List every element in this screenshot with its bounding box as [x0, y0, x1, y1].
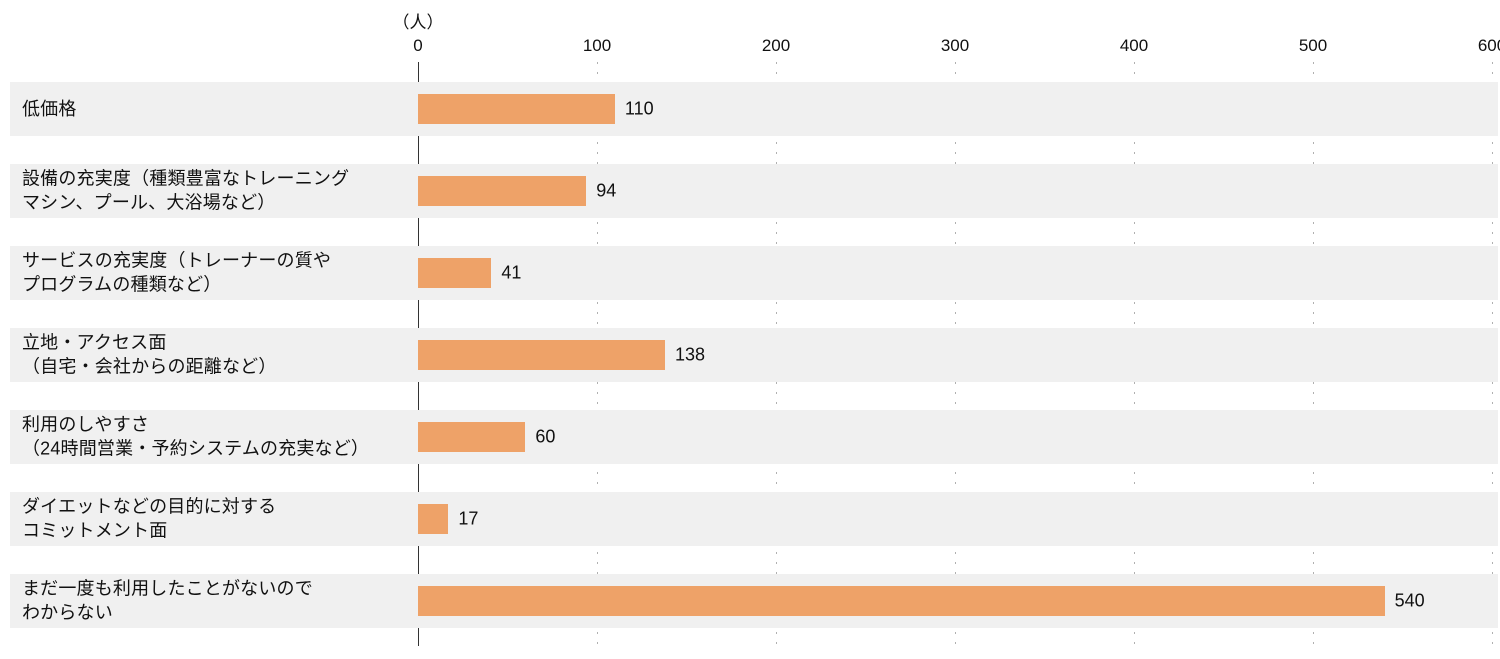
- x-tick-label: 300: [941, 36, 969, 56]
- bar: [418, 504, 448, 534]
- x-tick-label: 100: [583, 36, 611, 56]
- category-label: サービスの充実度（トレーナーの質や プログラムの種類など）: [22, 249, 410, 298]
- axis-unit-label: （人）: [393, 8, 444, 33]
- value-label: 138: [665, 345, 705, 366]
- bar: [418, 340, 665, 370]
- chart-row: 利用のしやすさ （24時間営業・予約システムの充実など） 60: [0, 402, 1500, 472]
- chart-row: 立地・アクセス面 （自宅・会社からの距離など） 138: [0, 320, 1500, 390]
- category-label: 利用のしやすさ （24時間営業・予約システムの充実など）: [22, 413, 410, 462]
- chart-row: まだ一度も利用したことがないので わからない 540: [0, 566, 1500, 636]
- category-label: 設備の充実度（種類豊富なトレーニング マシン、プール、大浴場など）: [22, 167, 410, 216]
- category-label: まだ一度も利用したことがないので わからない: [22, 577, 410, 626]
- bar: [418, 176, 586, 206]
- value-label: 41: [491, 263, 521, 284]
- category-label: 低価格: [22, 97, 410, 121]
- category-label: 立地・アクセス面 （自宅・会社からの距離など）: [22, 331, 410, 380]
- x-tick-label: 600: [1478, 36, 1500, 56]
- plot-area: 低価格 110 設備の充実度（種類豊富なトレーニング マシン、プール、大浴場など） 9…: [0, 62, 1500, 646]
- chart-row: 設備の充実度（種類豊富なトレーニング マシン、プール、大浴場など） 94: [0, 156, 1500, 226]
- chart-row: サービスの充実度（トレーナーの質や プログラムの種類など） 41: [0, 238, 1500, 308]
- x-tick-label: 500: [1299, 36, 1327, 56]
- chart-row: ダイエットなどの目的に対する コミットメント面 17: [0, 484, 1500, 554]
- value-label: 110: [615, 99, 654, 120]
- value-label: 17: [448, 509, 478, 530]
- value-label: 94: [586, 181, 616, 202]
- category-label: ダイエットなどの目的に対する コミットメント面: [22, 495, 410, 544]
- value-label: 60: [525, 427, 555, 448]
- chart-row: 低価格 110: [0, 74, 1500, 144]
- x-tick-label: 0: [413, 36, 422, 56]
- horizontal-bar-chart: （人） 0 100 200 300 400 500 600 低価格 110 設備の充実度（種類豊…: [0, 0, 1500, 659]
- bar: [418, 94, 615, 124]
- bar: [418, 422, 525, 452]
- bar: [418, 586, 1385, 616]
- x-axis-ticks: 0 100 200 300 400 500 600: [0, 36, 1500, 60]
- x-tick-label: 200: [762, 36, 790, 56]
- bar: [418, 258, 491, 288]
- value-label: 540: [1385, 591, 1425, 612]
- x-tick-label: 400: [1120, 36, 1148, 56]
